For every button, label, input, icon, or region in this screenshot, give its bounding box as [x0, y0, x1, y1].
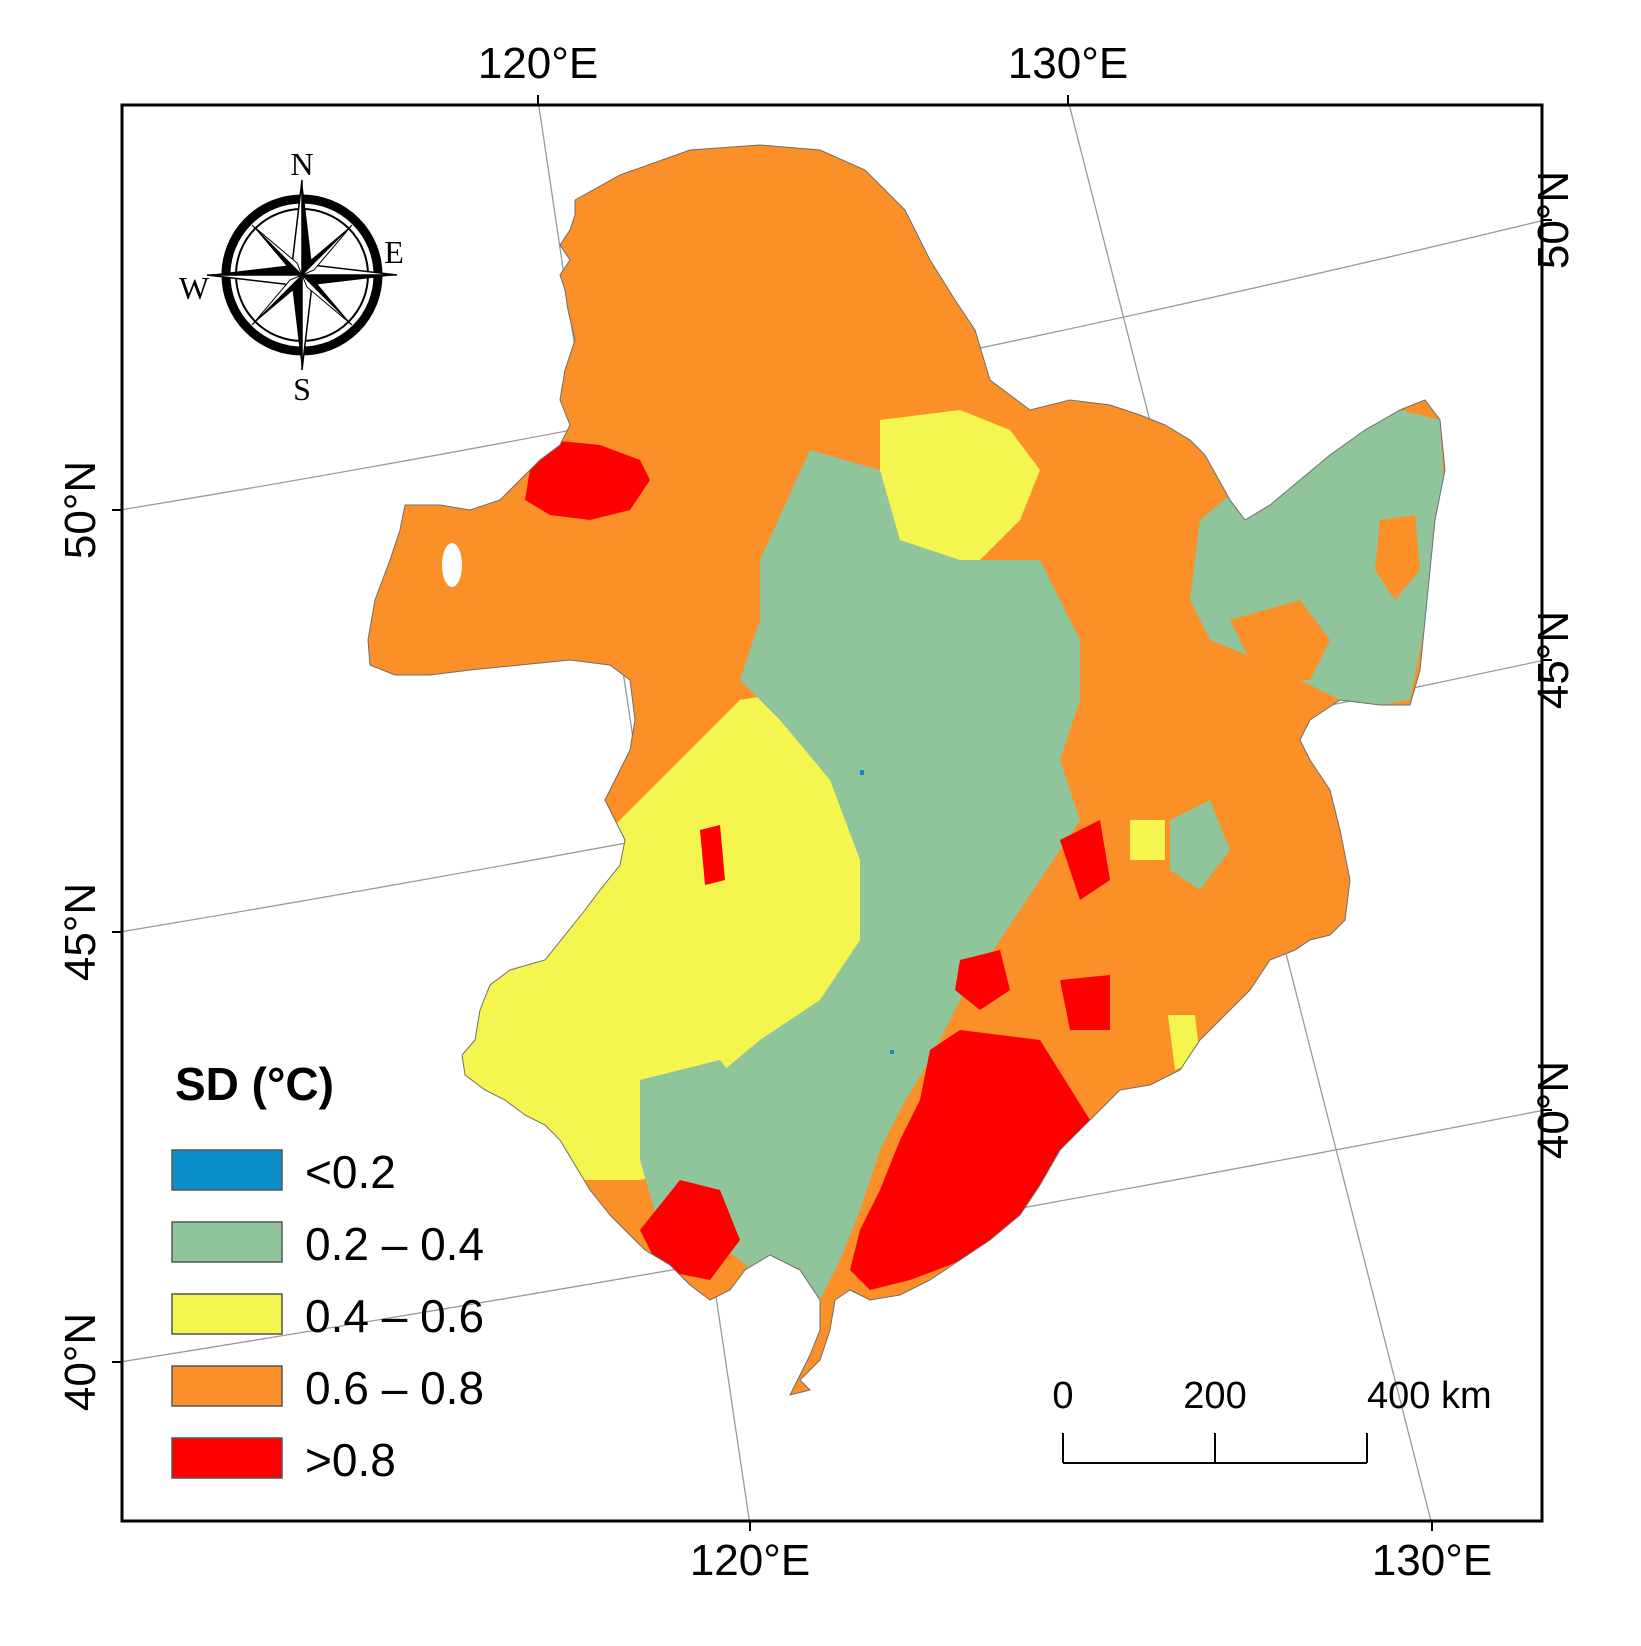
- left-lat-label-3: 40°N: [56, 1313, 105, 1411]
- scale-bar: 0 200 400 km: [1052, 1375, 1492, 1464]
- legend-title: SD (°C): [175, 1058, 334, 1110]
- legend-label: 0.4 – 0.6: [305, 1290, 484, 1342]
- zone-0.2-0.4: [680, 450, 1080, 1300]
- frame-ticks: [112, 95, 1552, 1531]
- legend-item: <0.2: [171, 1146, 396, 1198]
- top-lon-label-2: 130°E: [1008, 39, 1128, 88]
- right-lat-label-1: 50°N: [1529, 171, 1578, 269]
- legend-label: 0.2 – 0.4: [305, 1218, 484, 1270]
- legend: SD (°C) <0.2 0.2 – 0.4 0.4 – 0.6 0.6 – 0…: [171, 1058, 484, 1486]
- legend-swatch: [171, 1293, 283, 1335]
- compass-n: N: [290, 146, 313, 182]
- scale-label-400: 400 km: [1367, 1375, 1492, 1417]
- zone-gt-0.8: [525, 440, 650, 520]
- bottom-lon-label-1: 120°E: [690, 1536, 810, 1585]
- region-outline: [367, 144, 1446, 1396]
- compass-s: S: [293, 371, 311, 407]
- compass-w: W: [179, 270, 210, 306]
- left-lat-label-2: 45°N: [56, 883, 105, 981]
- legend-label: <0.2: [305, 1146, 396, 1198]
- legend-item: 0.2 – 0.4: [171, 1218, 484, 1270]
- legend-item: 0.4 – 0.6: [171, 1290, 484, 1342]
- right-lat-label-3: 40°N: [1529, 1061, 1578, 1159]
- legend-item: 0.6 – 0.8: [171, 1362, 484, 1414]
- legend-item: >0.8: [171, 1434, 396, 1486]
- compass-e: E: [384, 234, 404, 270]
- legend-label: 0.6 – 0.8: [305, 1362, 484, 1414]
- scale-label-0: 0: [1052, 1375, 1073, 1417]
- legend-swatch: [171, 1221, 283, 1263]
- legend-swatch: [171, 1437, 283, 1479]
- scale-label-200: 200: [1183, 1375, 1246, 1417]
- sd-raster: [368, 145, 1445, 1395]
- map-frame: [120, 103, 1544, 1523]
- right-lat-label-2: 45°N: [1529, 611, 1578, 709]
- left-lat-label-1: 50°N: [56, 461, 105, 559]
- legend-swatch: [171, 1365, 283, 1407]
- bottom-lon-label-2: 130°E: [1372, 1536, 1492, 1585]
- legend-label: >0.8: [305, 1434, 396, 1486]
- top-lon-label-1: 120°E: [478, 39, 598, 88]
- legend-swatch: [171, 1149, 283, 1191]
- north-arrow-icon: N E S W: [179, 146, 404, 407]
